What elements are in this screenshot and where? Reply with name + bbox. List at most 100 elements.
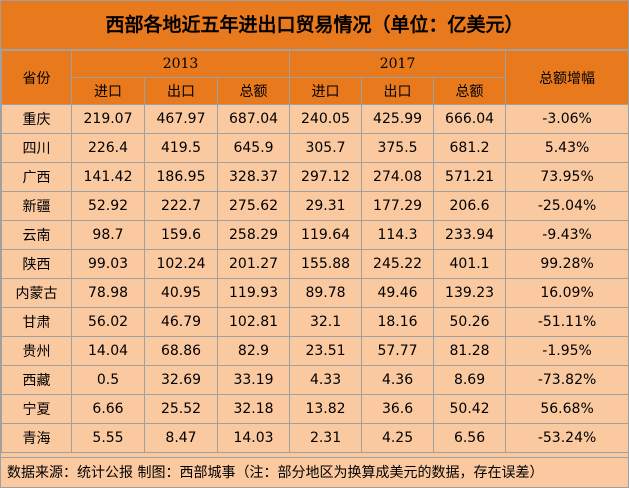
cell-total-2017: 571.21 xyxy=(433,162,507,192)
cell-export-2017: 49.46 xyxy=(361,278,435,308)
table-row: 宁夏 6.66 25.52 32.18 13.82 36.6 50.42 56.68% xyxy=(1,394,629,424)
cell-total-2017: 6.56 xyxy=(433,423,507,453)
cell-export-2017: 36.6 xyxy=(361,394,435,424)
cell-import-2017: 155.88 xyxy=(289,249,363,279)
cell-province: 青海 xyxy=(1,423,72,453)
header-export-2017: 出口 xyxy=(361,77,435,105)
cell-growth: -1.95% xyxy=(505,336,629,366)
header-row-years: 省份 2013 2017 总额增幅 xyxy=(1,50,629,105)
cell-import-2013: 99.03 xyxy=(71,249,145,279)
cell-import-2017: 119.64 xyxy=(289,220,363,250)
cell-growth: 16.09% xyxy=(505,278,629,308)
cell-export-2013: 102.24 xyxy=(144,249,218,279)
cell-total-2013: 119.93 xyxy=(216,278,291,308)
cell-import-2017: 2.31 xyxy=(289,423,363,453)
header-row-fields: 进口 出口 总额 进口 出口 总额 xyxy=(2,77,629,105)
cell-export-2013: 159.6 xyxy=(144,220,218,250)
table-row: 重庆 219.07 467.97 687.04 240.05 425.99 666.04 -3… xyxy=(1,104,629,134)
cell-import-2017: 305.7 xyxy=(289,133,363,163)
cell-import-2013: 141.42 xyxy=(71,162,145,192)
cell-total-2013: 645.9 xyxy=(216,133,291,163)
cell-import-2013: 0.5 xyxy=(71,365,145,395)
cell-export-2013: 8.47 xyxy=(144,423,218,453)
cell-export-2013: 25.52 xyxy=(144,394,218,424)
cell-import-2017: 297.12 xyxy=(289,162,363,192)
trade-table: 省份 2013 2017 总额增幅 进口 出口 总额 进口 出口 总额 重庆 21… xyxy=(1,50,629,453)
cell-export-2013: 419.5 xyxy=(144,133,218,163)
cell-export-2013: 40.95 xyxy=(144,278,218,308)
cell-province: 贵州 xyxy=(1,336,72,366)
cell-export-2017: 57.77 xyxy=(361,336,435,366)
cell-total-2017: 666.04 xyxy=(433,104,507,134)
header-import-2017: 进口 xyxy=(289,77,363,105)
cell-import-2017: 23.51 xyxy=(289,336,363,366)
cell-import-2013: 52.92 xyxy=(71,191,145,221)
table-row: 云南 98.7 159.6 258.29 119.64 114.3 233.94 -9.43% xyxy=(1,220,629,250)
cell-export-2017: 4.36 xyxy=(361,365,435,395)
cell-export-2017: 274.08 xyxy=(361,162,435,192)
table-row: 陕西 99.03 102.24 201.27 155.88 245.22 401.1 99.2… xyxy=(1,249,629,279)
table-row: 四川 226.4 419.5 645.9 305.7 375.5 681.2 5.43% xyxy=(1,133,629,163)
cell-total-2017: 81.28 xyxy=(433,336,507,366)
cell-import-2013: 5.55 xyxy=(71,423,145,453)
cell-total-2017: 8.69 xyxy=(433,365,507,395)
table-row: 西藏 0.5 32.69 33.19 4.33 4.36 8.69 -73.82% xyxy=(1,365,629,395)
cell-growth: 5.43% xyxy=(505,133,629,163)
header-growth: 总额增幅 xyxy=(505,50,629,105)
cell-province: 内蒙古 xyxy=(1,278,72,308)
cell-export-2013: 68.86 xyxy=(144,336,218,366)
cell-growth: 56.68% xyxy=(505,394,629,424)
cell-total-2017: 50.42 xyxy=(433,394,507,424)
cell-export-2017: 177.29 xyxy=(361,191,435,221)
cell-growth: 73.95% xyxy=(505,162,629,192)
cell-growth: -51.11% xyxy=(505,307,629,337)
cell-total-2013: 33.19 xyxy=(216,365,291,395)
header-total-2017: 总额 xyxy=(433,77,507,105)
cell-import-2013: 226.4 xyxy=(71,133,145,163)
header-export-2013: 出口 xyxy=(144,77,218,105)
cell-export-2013: 467.97 xyxy=(144,104,218,134)
cell-province: 甘肃 xyxy=(1,307,72,337)
header-year-2013: 2013 xyxy=(70,50,291,78)
cell-import-2017: 89.78 xyxy=(289,278,363,308)
cell-growth: -25.04% xyxy=(505,191,629,221)
cell-total-2017: 50.26 xyxy=(433,307,507,337)
cell-province: 重庆 xyxy=(1,104,72,134)
cell-total-2013: 258.29 xyxy=(216,220,291,250)
cell-province: 宁夏 xyxy=(1,394,72,424)
header-total-2013: 总额 xyxy=(216,77,291,105)
cell-export-2017: 375.5 xyxy=(361,133,435,163)
cell-export-2017: 425.99 xyxy=(361,104,435,134)
cell-total-2017: 233.94 xyxy=(433,220,507,250)
cell-province: 新疆 xyxy=(1,191,72,221)
cell-export-2017: 245.22 xyxy=(361,249,435,279)
cell-import-2017: 29.31 xyxy=(289,191,363,221)
cell-growth: -73.82% xyxy=(505,365,629,395)
cell-total-2013: 32.18 xyxy=(216,394,291,424)
cell-import-2017: 4.33 xyxy=(289,365,363,395)
cell-total-2013: 102.81 xyxy=(216,307,291,337)
cell-import-2013: 98.7 xyxy=(71,220,145,250)
cell-total-2017: 401.1 xyxy=(433,249,507,279)
cell-export-2017: 114.3 xyxy=(361,220,435,250)
cell-total-2017: 139.23 xyxy=(433,278,507,308)
table-row: 内蒙古 78.98 40.95 119.93 89.78 49.46 139.23 16.09… xyxy=(1,278,629,308)
cell-import-2013: 78.98 xyxy=(71,278,145,308)
cell-export-2017: 18.16 xyxy=(361,307,435,337)
table-row: 青海 5.55 8.47 14.03 2.31 4.25 6.56 -53.24% xyxy=(1,423,629,453)
cell-total-2013: 201.27 xyxy=(216,249,291,279)
cell-province: 陕西 xyxy=(1,249,72,279)
cell-export-2013: 46.79 xyxy=(144,307,218,337)
cell-growth: -3.06% xyxy=(505,104,629,134)
cell-total-2017: 206.6 xyxy=(433,191,507,221)
footer-note: 数据来源：统计公报 制图：西部城事（注：部分地区为换算成美元的数据，存在误差） xyxy=(1,457,628,487)
cell-province: 云南 xyxy=(1,220,72,250)
cell-total-2017: 681.2 xyxy=(433,133,507,163)
table-row: 广西 141.42 186.95 328.37 297.12 274.08 571.21 73… xyxy=(1,162,629,192)
cell-import-2017: 240.05 xyxy=(289,104,363,134)
cell-growth: 99.28% xyxy=(505,249,629,279)
cell-total-2013: 328.37 xyxy=(216,162,291,192)
cell-export-2013: 222.7 xyxy=(144,191,218,221)
cell-total-2013: 14.03 xyxy=(216,423,291,453)
